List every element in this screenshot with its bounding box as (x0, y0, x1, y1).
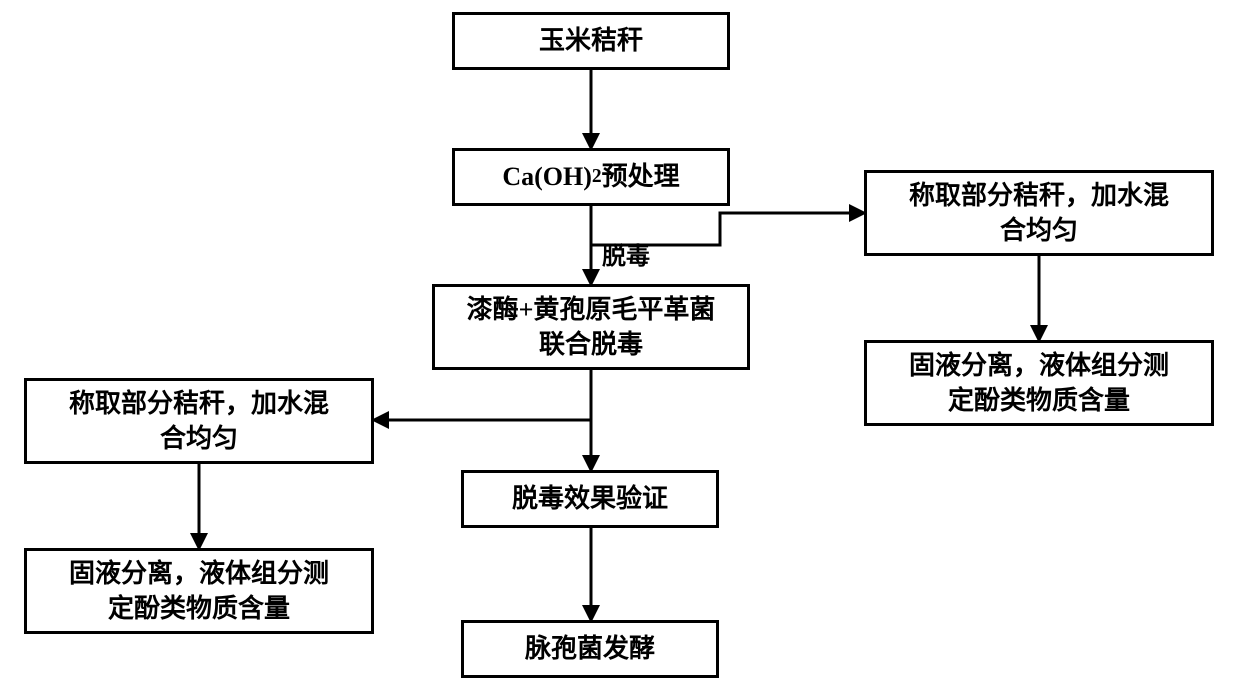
flowchart-node-r1: 称取部分秸秆，加水混合均匀 (864, 170, 1214, 256)
flowchart-node-n2: Ca(OH)2预处理 (452, 148, 730, 206)
flowchart-canvas: 玉米秸秆 Ca(OH)2预处理漆酶+黄孢原毛平革菌联合脱毒脱毒效果验证脉孢菌发酵 称… (0, 0, 1240, 693)
flowchart-label-detox: 脱毒 (602, 236, 650, 271)
flowchart-node-l2: 固液分离，液体组分测定酚类物质含量 (24, 548, 374, 634)
flowchart-node-l1: 称取部分秸秆，加水混合均匀 (24, 378, 374, 464)
flowchart-node-r2: 固液分离，液体组分测定酚类物质含量 (864, 340, 1214, 426)
flowchart-node-n1: 玉米秸秆 (452, 12, 730, 70)
flowchart-node-n4: 脱毒效果验证 (461, 470, 719, 528)
flowchart-node-n5: 脉孢菌发酵 (461, 620, 719, 678)
flowchart-node-n3: 漆酶+黄孢原毛平革菌联合脱毒 (432, 284, 750, 370)
